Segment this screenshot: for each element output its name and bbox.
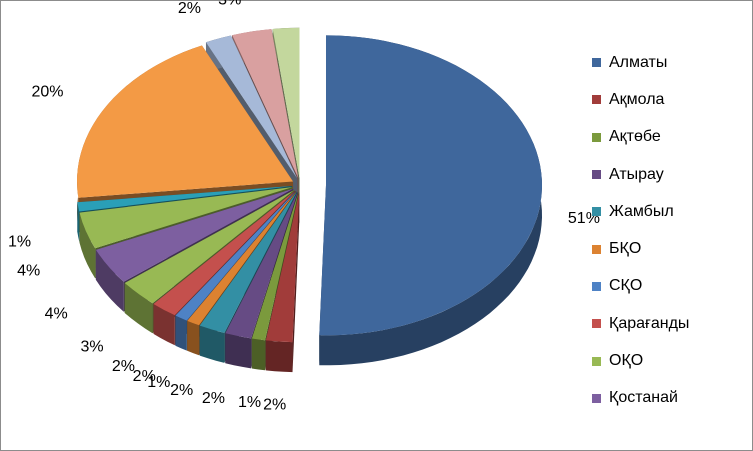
legend-swatch — [592, 207, 601, 217]
legend-swatch — [592, 356, 601, 366]
legend-swatch — [592, 244, 601, 254]
legend-item: Қостанай — [592, 380, 742, 417]
legend-label: Ақмола — [609, 90, 665, 108]
data-label: 4% — [45, 306, 68, 323]
legend-item: Атырау — [592, 156, 742, 193]
data-label: 1% — [147, 374, 170, 391]
data-label: 2% — [178, 0, 201, 17]
legend-item: Ақмола — [592, 81, 742, 118]
legend-swatch — [592, 319, 601, 329]
data-label: 20% — [31, 84, 63, 101]
legend: Алматы Ақмола Ақтөбе Атырау Жамбыл БҚО СҚО Қара… — [592, 44, 742, 417]
data-label: 2% — [133, 368, 156, 385]
legend-label: Қостанай — [609, 389, 678, 407]
legend-item: Алматы — [592, 44, 742, 81]
data-label: 2% — [112, 358, 135, 375]
data-label: 51% — [568, 210, 600, 227]
data-label: 1% — [8, 234, 31, 251]
legend-label: СҚО — [609, 277, 643, 295]
data-label: 4% — [17, 262, 40, 279]
legend-item: Ақтөбе — [592, 119, 742, 156]
pie-slice — [265, 192, 300, 373]
legend-item: ОҚО — [592, 342, 742, 379]
legend-item: СҚО — [592, 268, 742, 305]
legend-label: Қарағанды — [609, 314, 690, 332]
data-label: 3% — [80, 338, 103, 355]
pie-slices — [77, 27, 542, 373]
legend-label: Ақтөбе — [609, 128, 661, 146]
legend-item: БҚО — [592, 230, 742, 267]
data-labels: 51%2%1%2%2%1%2%2%3%4%4%1%20%2%3%2% — [8, 0, 600, 413]
legend-swatch — [592, 58, 601, 68]
data-label: 1% — [238, 394, 261, 411]
legend-swatch — [592, 393, 601, 403]
legend-label: Алматы — [609, 53, 668, 71]
legend-label: ОҚО — [609, 352, 644, 370]
legend-swatch — [592, 170, 601, 180]
legend-label: БҚО — [609, 240, 642, 258]
legend-label: Атырау — [609, 165, 664, 183]
pie-slice — [319, 35, 542, 366]
legend-label: Жамбыл — [609, 202, 674, 220]
data-label: 3% — [218, 0, 241, 8]
legend-item: Қарағанды — [592, 305, 742, 342]
data-label: 2% — [170, 382, 193, 399]
data-label: 2% — [272, 0, 295, 4]
data-label: 2% — [263, 396, 286, 413]
legend-swatch — [592, 95, 601, 105]
legend-swatch — [592, 281, 601, 291]
legend-item: Жамбыл — [592, 193, 742, 230]
data-label: 2% — [202, 390, 225, 407]
legend-swatch — [592, 132, 601, 142]
